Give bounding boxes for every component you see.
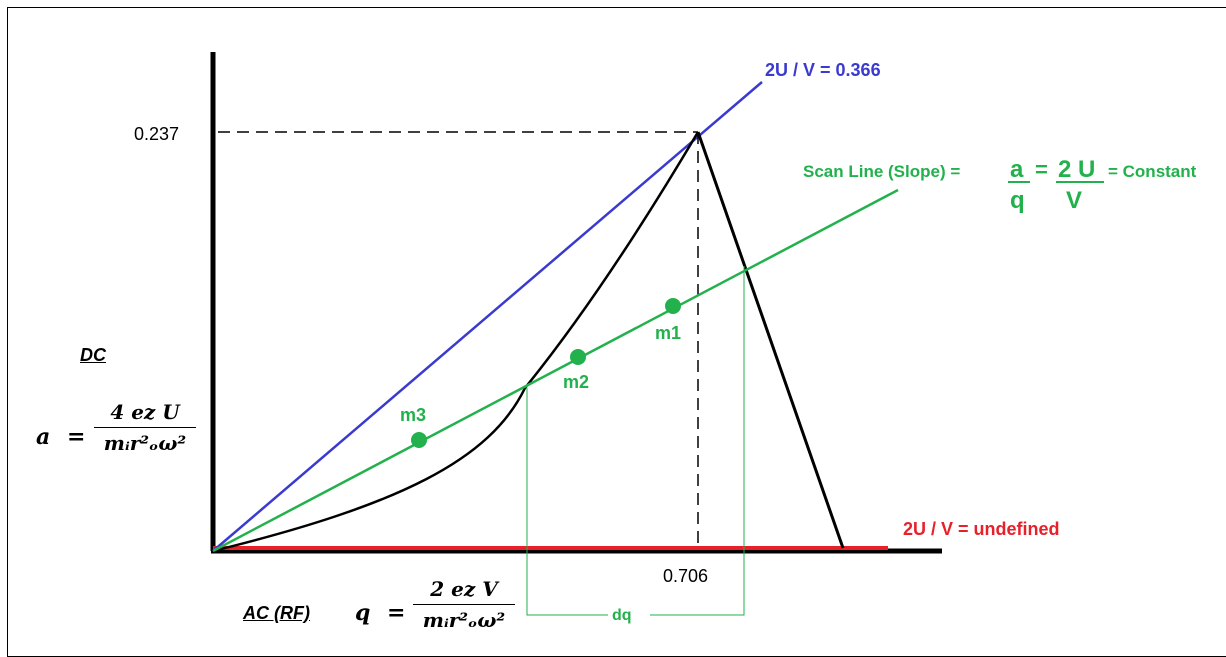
q-denominator: mᵢr²ₒω² — [422, 608, 506, 632]
x-tick-label: 0.706 — [663, 566, 708, 586]
scan-line-prefix: Scan Line (Slope) = — [803, 162, 960, 181]
stability-curve-right — [696, 131, 845, 549]
dc-label: DC — [80, 345, 106, 365]
a-variable: a — [36, 424, 51, 450]
blue-line — [212, 81, 763, 552]
scan-a-numerator: a — [1010, 156, 1024, 183]
m1-label: m1 — [655, 323, 681, 343]
red-line-label: 2U / V = undefined — [903, 519, 1060, 539]
ac-rf-label: AC (RF) — [243, 603, 310, 623]
q-numerator: 2 ez V — [413, 577, 515, 605]
stability-curve-left — [212, 131, 700, 553]
m3-label: m3 — [400, 405, 426, 425]
dq-bracket — [526, 266, 745, 616]
q-equals: = — [387, 600, 406, 626]
dq-label-bg — [608, 604, 650, 626]
scan-u-numerator: 2 U — [1058, 156, 1095, 183]
dq-label: dq — [612, 607, 632, 624]
point-m1 — [665, 298, 681, 314]
a-equals: = — [67, 424, 86, 450]
scan-v-denominator: V — [1066, 187, 1082, 214]
y-tick-label: 0.237 — [134, 124, 179, 144]
m2-label: m2 — [563, 372, 589, 392]
scan-line-suffix: = Constant — [1108, 162, 1197, 181]
point-m3 — [411, 432, 427, 448]
scan-q-denominator: q — [1010, 187, 1025, 214]
scan-line — [212, 188, 899, 553]
scan-eq: = — [1035, 157, 1048, 182]
q-fraction: 2 ez V mᵢr²ₒω² — [413, 577, 515, 632]
q-variable: q — [355, 600, 371, 626]
a-fraction: 4 ez U mᵢr²ₒω² — [94, 400, 196, 455]
a-denominator: mᵢr²ₒω² — [103, 431, 187, 455]
blue-line-label: 2U / V = 0.366 — [765, 60, 881, 80]
a-numerator: 4 ez U — [94, 400, 196, 428]
point-m2 — [570, 349, 586, 365]
